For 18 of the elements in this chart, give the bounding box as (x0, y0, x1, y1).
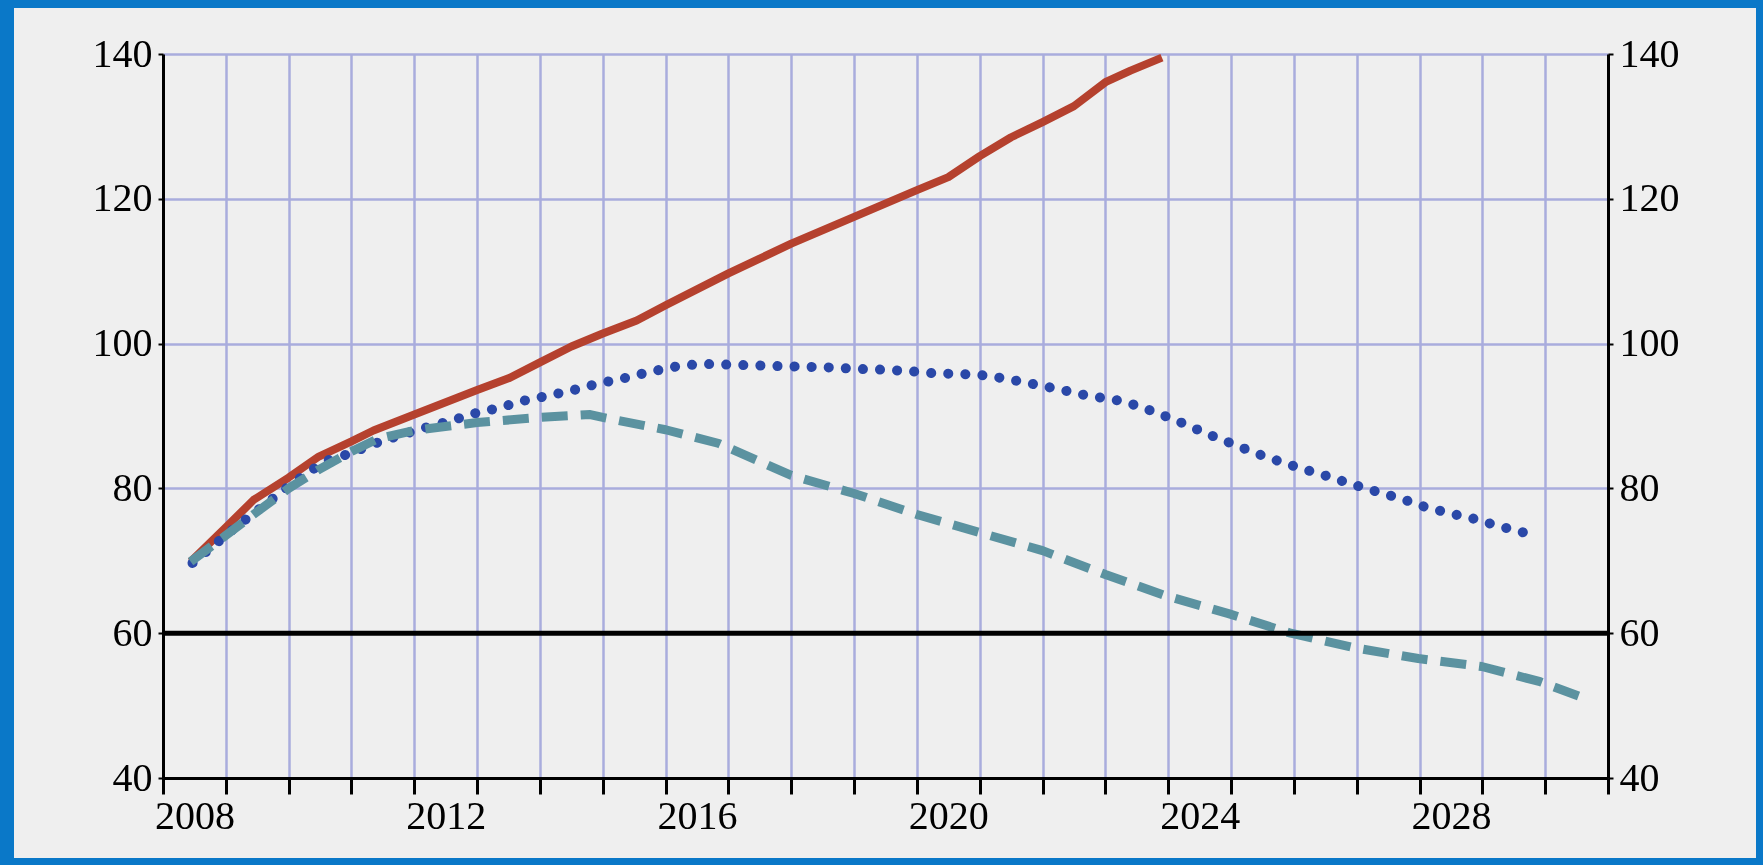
y2-tick-label: 80 (1619, 464, 1660, 510)
y2-tick-label: 40 (1619, 754, 1660, 800)
y2-tick-label: 120 (1619, 175, 1680, 221)
y-tick-label: 60 (112, 609, 153, 655)
y2-tick-label: 100 (1619, 320, 1680, 366)
x-tick-label: 2008 (154, 792, 235, 838)
x-tick-label: 2028 (1411, 792, 1492, 838)
y-tick-label: 100 (92, 320, 153, 366)
x-tick-label: 2024 (1160, 792, 1241, 838)
y2-tick-label: 60 (1619, 609, 1660, 655)
y-tick-label: 120 (92, 175, 153, 221)
x-tick-label: 2016 (657, 792, 738, 838)
x-tick-label: 2020 (908, 792, 989, 838)
y2-tick-label: 140 (1619, 30, 1680, 76)
y-tick-label: 80 (112, 464, 153, 510)
x-tick-label: 2012 (406, 792, 487, 838)
y-tick-label: 40 (112, 754, 153, 800)
y-tick-label: 140 (92, 30, 153, 76)
